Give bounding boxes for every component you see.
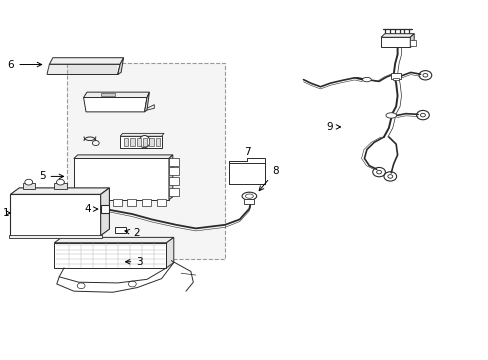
Ellipse shape [242,192,256,200]
Polygon shape [83,98,147,112]
Polygon shape [144,92,149,112]
Text: 6: 6 [8,59,41,69]
Polygon shape [74,155,172,158]
Bar [98,199,107,206]
Bar [168,188,178,196]
Bar [390,73,400,79]
Polygon shape [49,58,123,64]
Bar [115,227,126,233]
Bar [168,167,178,175]
Bar [120,136,161,148]
Bar [101,205,109,213]
Text: 3: 3 [125,257,142,267]
Text: 9: 9 [326,122,340,132]
Bar [143,138,147,145]
Polygon shape [118,58,123,74]
Bar [54,243,166,268]
Bar [380,37,409,47]
Polygon shape [120,134,163,136]
Ellipse shape [362,77,370,82]
Text: 4: 4 [84,204,98,214]
Text: 5: 5 [39,171,63,181]
Ellipse shape [139,135,150,148]
Bar [168,158,178,166]
Text: 1: 1 [3,208,10,218]
Bar [22,183,35,189]
Bar [409,40,415,45]
Bar [392,78,398,80]
Bar [10,194,101,235]
Text: 8: 8 [259,166,278,191]
Polygon shape [168,155,172,200]
Text: 7: 7 [243,147,250,157]
Text: 2: 2 [124,228,140,238]
FancyBboxPatch shape [66,63,224,259]
Polygon shape [166,237,173,268]
Polygon shape [101,93,115,96]
Bar [244,199,254,204]
Bar [113,199,122,206]
Bar [168,177,178,185]
Bar [54,183,66,189]
Polygon shape [409,34,413,47]
Polygon shape [380,34,413,37]
Polygon shape [101,188,109,235]
Bar [130,138,135,145]
Polygon shape [54,237,173,243]
Circle shape [57,179,64,185]
Ellipse shape [385,113,396,118]
Bar [157,199,165,206]
Bar [83,199,92,206]
Bar [137,138,141,145]
Bar [156,138,160,145]
Ellipse shape [245,194,253,198]
Bar [142,199,151,206]
Bar [127,199,136,206]
Bar [9,235,102,238]
Polygon shape [83,92,149,98]
Bar [149,138,154,145]
Bar [74,158,168,200]
Polygon shape [10,188,109,194]
Bar [124,138,128,145]
Bar [228,163,265,184]
Circle shape [25,179,33,185]
